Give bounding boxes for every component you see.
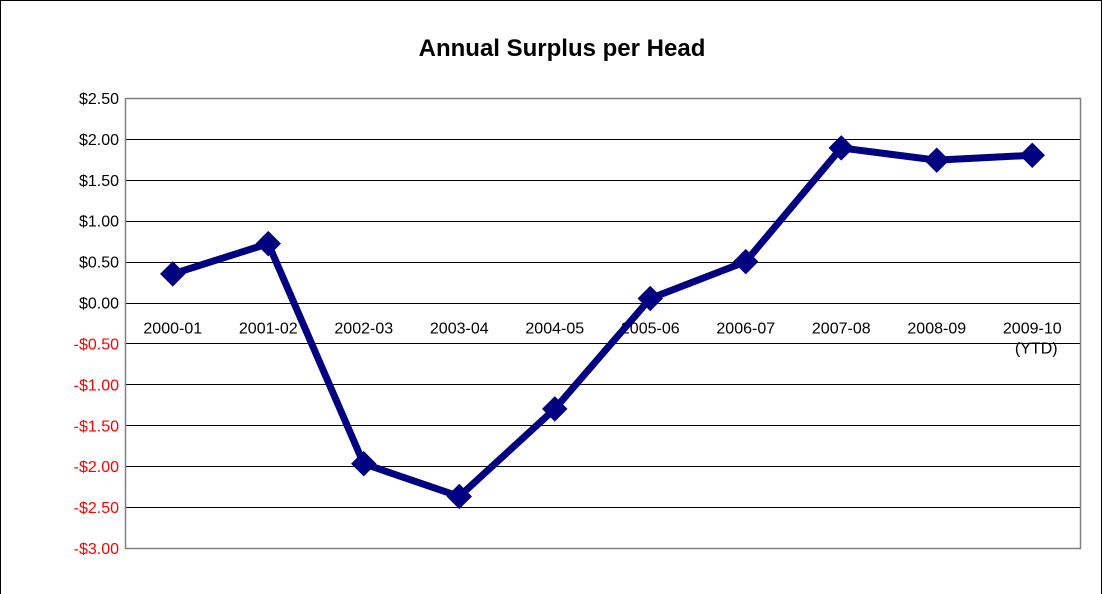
data-point-marker	[255, 230, 281, 257]
x-tick-label-line: (YTD)	[1015, 341, 1058, 358]
x-tick-label-line: 2008-09	[907, 321, 966, 338]
data-point-marker	[637, 285, 663, 312]
x-tick-label-line: 2000-01	[143, 321, 202, 338]
data-point-marker	[733, 248, 759, 275]
y-tick-label: $2.00	[79, 132, 119, 149]
y-axis-tick-labels: $2.50 $2.00 $1.50 $1.00 $0.50 $0.00 -$0.50 -$1.…	[74, 91, 119, 558]
y-tick-label: -$3.00	[74, 541, 119, 558]
x-tick-label: 2001-02	[239, 321, 298, 338]
data-point-marker	[446, 483, 472, 510]
data-point-marker	[924, 147, 950, 173]
data-point-marker	[351, 451, 377, 477]
y-tick-label: $1.50	[79, 173, 119, 190]
x-tick-label-line: 2001-02	[239, 321, 298, 338]
series-line	[169, 144, 1036, 500]
y-tick-label: -$2.00	[74, 459, 119, 476]
y-tick-label: -$1.50	[74, 418, 119, 435]
x-axis-tick-labels: 2000-01 2001-02 2002-03 2003-04 2004-05 2005-…	[143, 321, 1061, 358]
y-tick-label: -$0.50	[74, 336, 119, 353]
x-tick-label-line: 2005-06	[621, 321, 680, 338]
y-tick-label: $0.50	[79, 255, 119, 272]
x-tick-label: 2000-01	[143, 321, 202, 338]
x-tick-label-line: 2002-03	[334, 321, 393, 338]
data-point-marker	[160, 261, 186, 287]
x-tick-label-line: 2006-07	[716, 321, 775, 338]
x-tick-label: 2009-10 (YTD)	[1003, 321, 1062, 358]
x-tick-label: 2007-08	[812, 321, 871, 338]
x-tick-label: 2004-05	[525, 321, 584, 338]
x-tick-label-line: 2003-04	[430, 321, 489, 338]
y-tick-label: $0.00	[79, 296, 119, 313]
x-tick-label-line: 2004-05	[525, 321, 584, 338]
data-point-marker	[828, 135, 854, 161]
plot-area-border	[124, 97, 1082, 550]
x-tick-label-line: 2009-10	[1003, 321, 1062, 338]
y-tick-label: -$1.00	[74, 377, 119, 394]
x-tick-label: 2006-07	[716, 321, 775, 338]
y-tick-label: $2.50	[79, 91, 119, 108]
data-point-marker	[542, 396, 568, 422]
x-tick-label-line: 2007-08	[812, 321, 871, 338]
x-tick-label: 2008-09	[907, 321, 966, 338]
y-tick-label: $1.00	[79, 214, 119, 231]
chart-title: Annual Surplus per Head	[419, 35, 706, 62]
data-point-marker	[1019, 142, 1045, 168]
series-layer	[160, 135, 1045, 510]
y-tick-label: -$2.50	[74, 500, 119, 517]
x-tick-label: 2002-03	[334, 321, 393, 338]
x-tick-label: 2005-06	[621, 321, 680, 338]
x-tick-label: 2003-04	[430, 321, 489, 338]
